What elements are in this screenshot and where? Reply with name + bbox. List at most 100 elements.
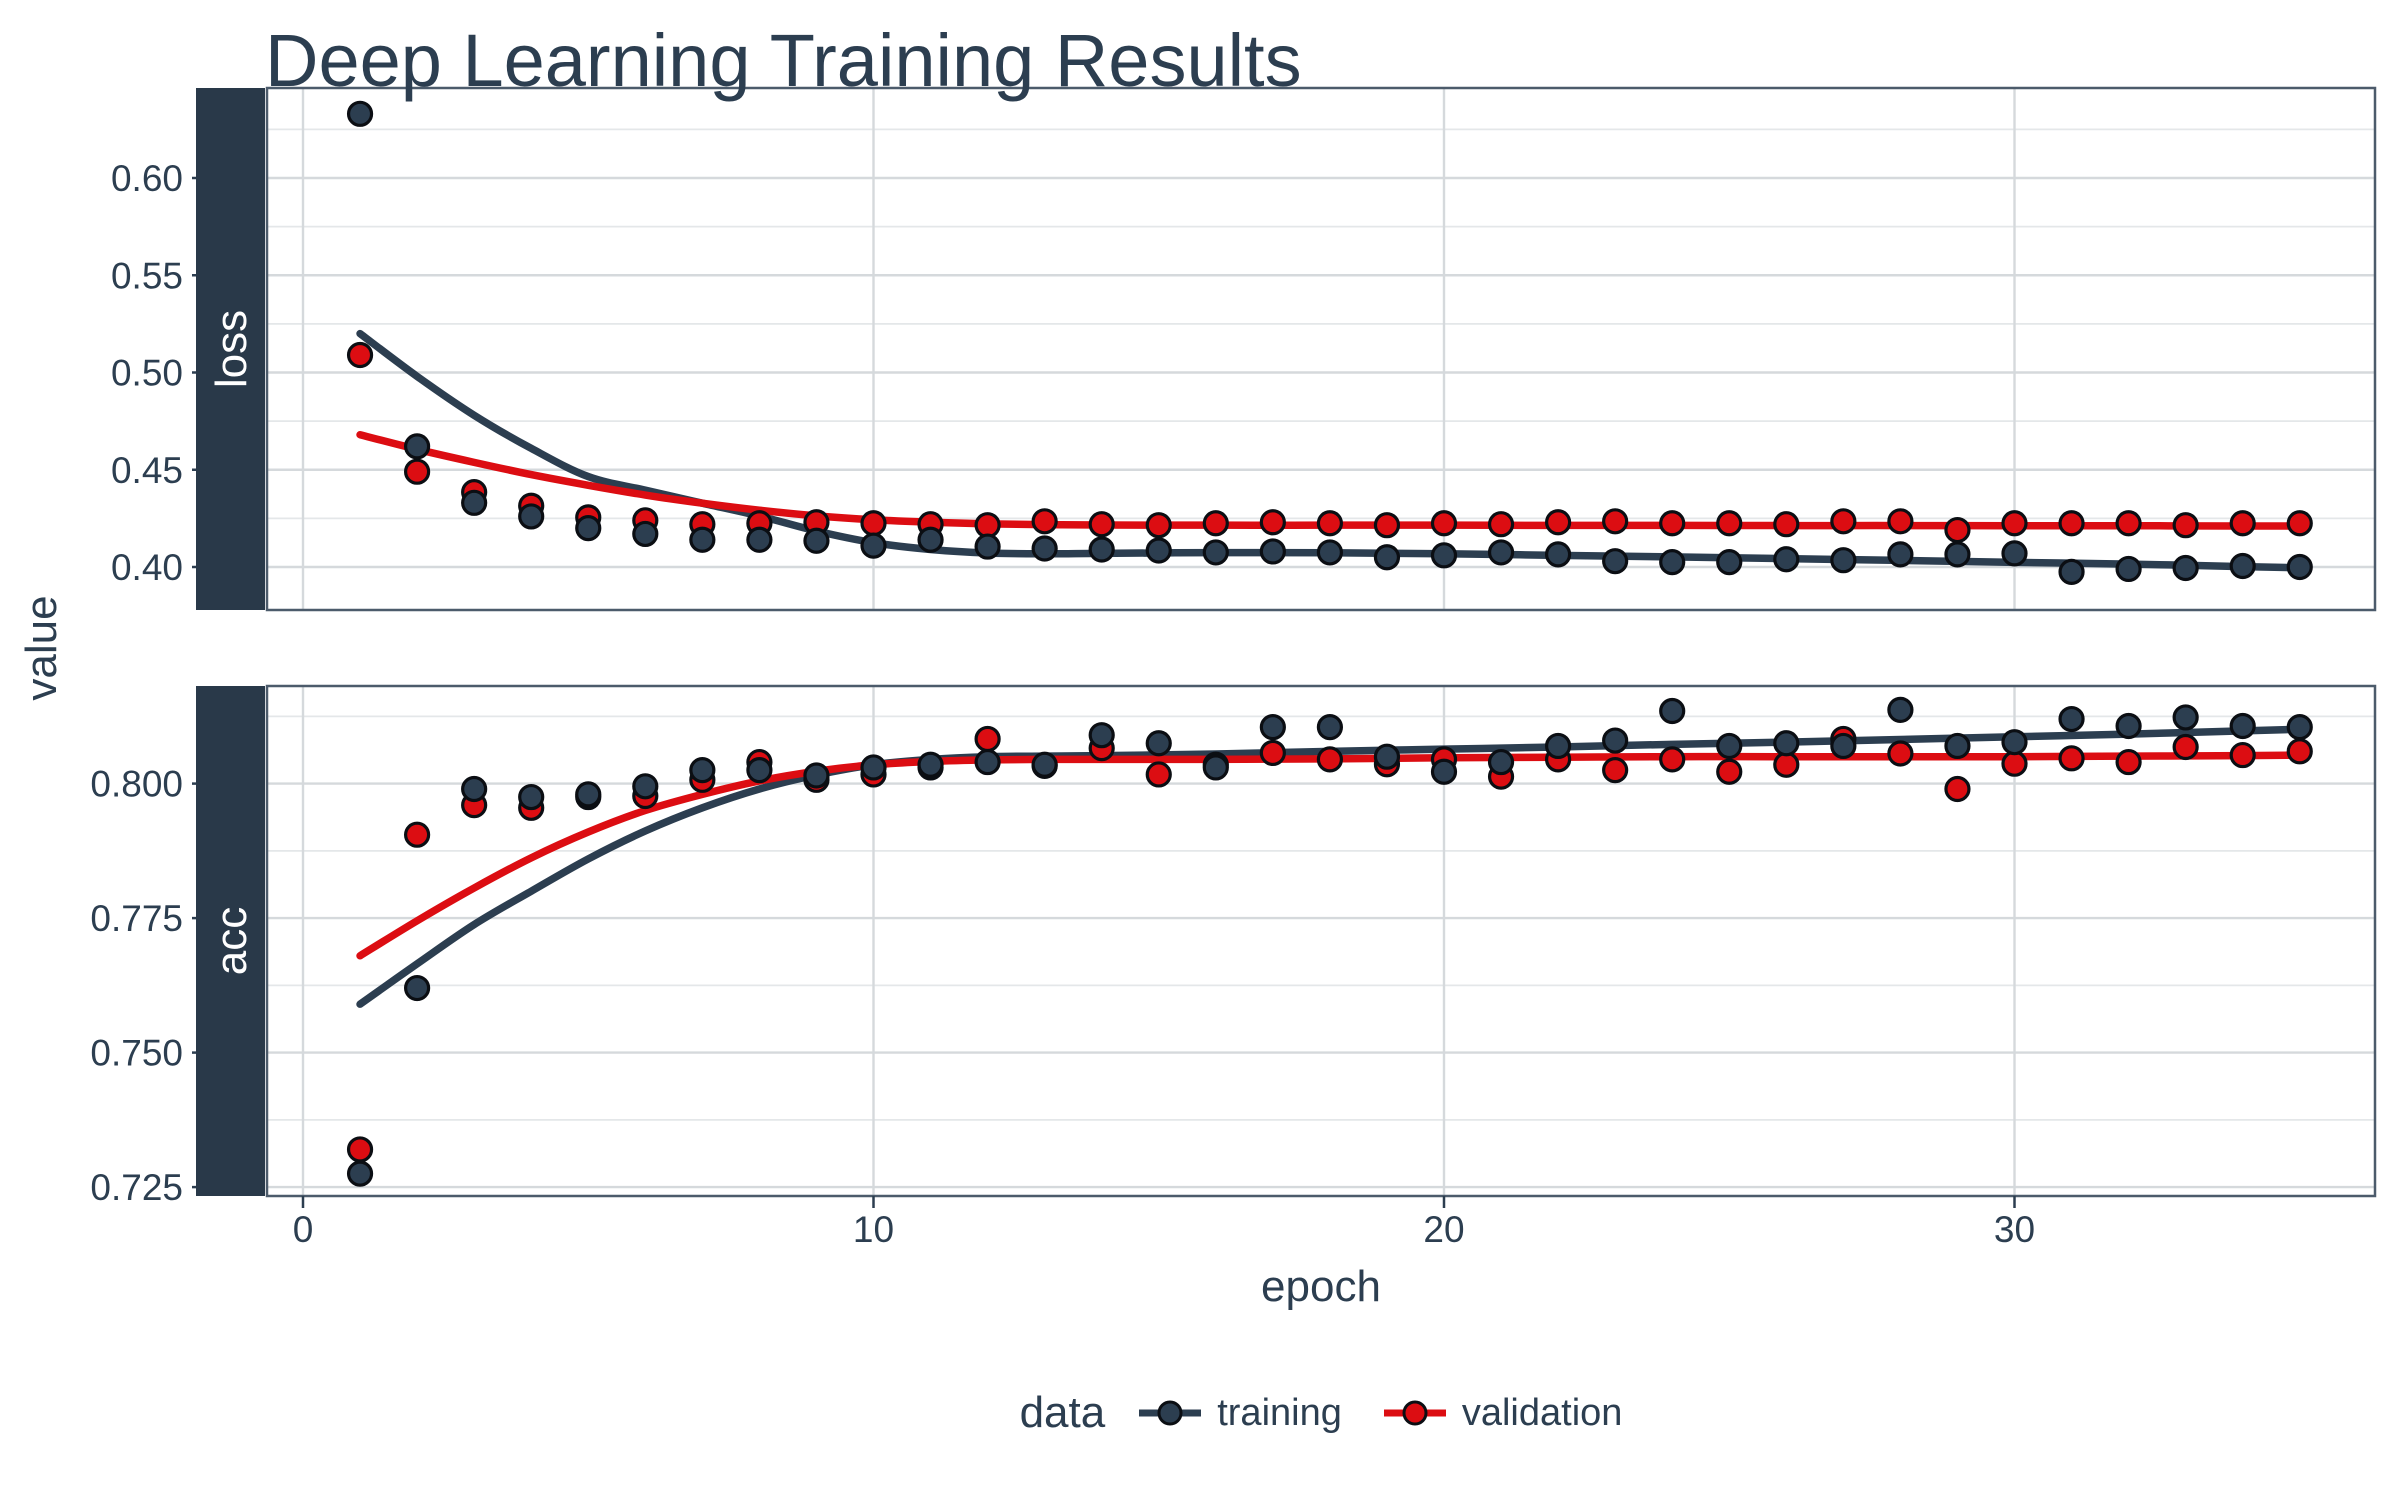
data-point-validation bbox=[974, 512, 1001, 539]
x-tick-label: 10 bbox=[853, 1209, 894, 1250]
data-point-validation bbox=[1202, 510, 1229, 537]
legend-item-training: training bbox=[1137, 1392, 1342, 1435]
data-point-training bbox=[1145, 730, 1172, 757]
data-point-validation bbox=[1716, 510, 1743, 537]
y-tick-label: 0.55 bbox=[111, 255, 183, 296]
data-point-validation bbox=[1944, 775, 1971, 803]
data-point-validation bbox=[1430, 510, 1458, 537]
y-tick-label: 0.60 bbox=[111, 158, 183, 199]
data-point-training bbox=[2172, 554, 2199, 582]
data-point-training bbox=[1602, 727, 1629, 754]
data-point-training bbox=[461, 775, 488, 803]
data-point-validation bbox=[2115, 510, 2142, 537]
chart-title: Deep Learning Training Results bbox=[265, 19, 1302, 102]
data-point-training bbox=[1944, 541, 1971, 568]
data-point-validation bbox=[1602, 508, 1629, 535]
data-point-validation bbox=[2229, 741, 2256, 769]
x-axis-title: epoch bbox=[1261, 1262, 1381, 1311]
legend-key-point bbox=[1402, 1400, 1428, 1426]
data-point-validation bbox=[1773, 751, 1800, 778]
data-point-validation bbox=[346, 341, 374, 369]
data-point-training bbox=[632, 773, 659, 800]
data-point-validation bbox=[2058, 745, 2085, 772]
data-point-training bbox=[2286, 714, 2313, 741]
data-point-training bbox=[518, 783, 545, 811]
data-point-validation bbox=[1487, 511, 1515, 538]
data-point-validation bbox=[1887, 740, 1914, 767]
data-point-training bbox=[1487, 539, 1515, 566]
data-point-validation bbox=[1602, 757, 1629, 784]
data-point-validation bbox=[1145, 761, 1172, 788]
data-point-training bbox=[803, 762, 830, 789]
data-point-validation bbox=[2058, 510, 2085, 537]
data-point-training bbox=[1887, 541, 1914, 568]
legend-key-validation-icon bbox=[1383, 1400, 1446, 1426]
data-point-validation bbox=[2286, 510, 2313, 537]
data-point-training bbox=[2001, 540, 2028, 567]
data-point-validation bbox=[1316, 510, 1344, 537]
data-point-training bbox=[1944, 732, 1971, 760]
data-point-training bbox=[1430, 758, 1458, 785]
y-tick-label: 0.725 bbox=[90, 1167, 183, 1208]
legend: data training validation bbox=[267, 1388, 2375, 1438]
data-point-training bbox=[1202, 539, 1229, 566]
data-point-training bbox=[2172, 704, 2199, 731]
data-point-training bbox=[1773, 730, 1800, 757]
smooth-line-training bbox=[356, 725, 2304, 1008]
data-point-training bbox=[2115, 712, 2142, 740]
data-point-training bbox=[1316, 539, 1344, 566]
data-point-training bbox=[974, 533, 1001, 560]
data-point-training bbox=[346, 1160, 374, 1187]
data-point-training bbox=[2229, 552, 2256, 580]
data-point-training bbox=[689, 757, 716, 784]
y-tick-label: 0.775 bbox=[90, 898, 183, 939]
data-point-training bbox=[575, 781, 602, 808]
data-point-validation bbox=[1088, 511, 1115, 538]
legend-item-validation: validation bbox=[1382, 1391, 1623, 1435]
data-point-training bbox=[1088, 536, 1115, 563]
data-point-validation bbox=[1887, 508, 1914, 535]
legend-label-training: training bbox=[1217, 1391, 1342, 1434]
legend-label-validation: validation bbox=[1461, 1391, 1623, 1434]
data-point-validation bbox=[1544, 509, 1572, 536]
data-point-training bbox=[1716, 549, 1743, 576]
data-point-validation bbox=[1373, 512, 1401, 539]
data-point-training bbox=[803, 527, 830, 554]
data-point-validation bbox=[1316, 746, 1344, 773]
data-point-validation bbox=[404, 458, 431, 485]
data-point-training bbox=[1373, 544, 1401, 571]
data-point-training bbox=[917, 751, 944, 778]
data-point-validation bbox=[2172, 733, 2199, 761]
data-point-validation bbox=[404, 821, 431, 848]
data-point-validation bbox=[2115, 748, 2142, 776]
y-tick-label: 0.50 bbox=[111, 353, 183, 394]
data-point-training bbox=[2058, 558, 2085, 585]
data-point-training bbox=[1887, 696, 1914, 723]
y-tick-label: 0.40 bbox=[111, 547, 183, 588]
data-point-validation bbox=[1773, 511, 1800, 538]
data-point-training bbox=[404, 974, 431, 1002]
data-point-training bbox=[575, 514, 602, 542]
data-point-training bbox=[346, 100, 374, 127]
y-axis-title: value bbox=[17, 595, 66, 701]
y-tick-label: 0.750 bbox=[90, 1033, 183, 1074]
data-point-training bbox=[746, 757, 773, 784]
facet-strip bbox=[196, 686, 265, 1196]
data-point-training bbox=[689, 526, 716, 553]
data-point-validation bbox=[1659, 510, 1686, 537]
data-point-validation bbox=[1259, 509, 1286, 536]
data-point-training bbox=[461, 489, 488, 516]
smooth-line-training bbox=[356, 329, 2304, 572]
smooth-line-validation bbox=[356, 430, 2304, 530]
data-point-training bbox=[1830, 547, 1857, 574]
data-point-training bbox=[632, 520, 659, 548]
panel-border bbox=[265, 684, 2377, 1198]
data-point-training bbox=[1145, 537, 1172, 564]
legend-key-training-icon bbox=[1139, 1400, 1202, 1426]
data-point-training bbox=[1031, 751, 1058, 778]
data-point-training bbox=[917, 526, 944, 553]
facet-strip-label: loss bbox=[207, 310, 256, 388]
y-tick-label: 0.800 bbox=[90, 764, 183, 805]
data-point-validation bbox=[346, 1136, 374, 1163]
